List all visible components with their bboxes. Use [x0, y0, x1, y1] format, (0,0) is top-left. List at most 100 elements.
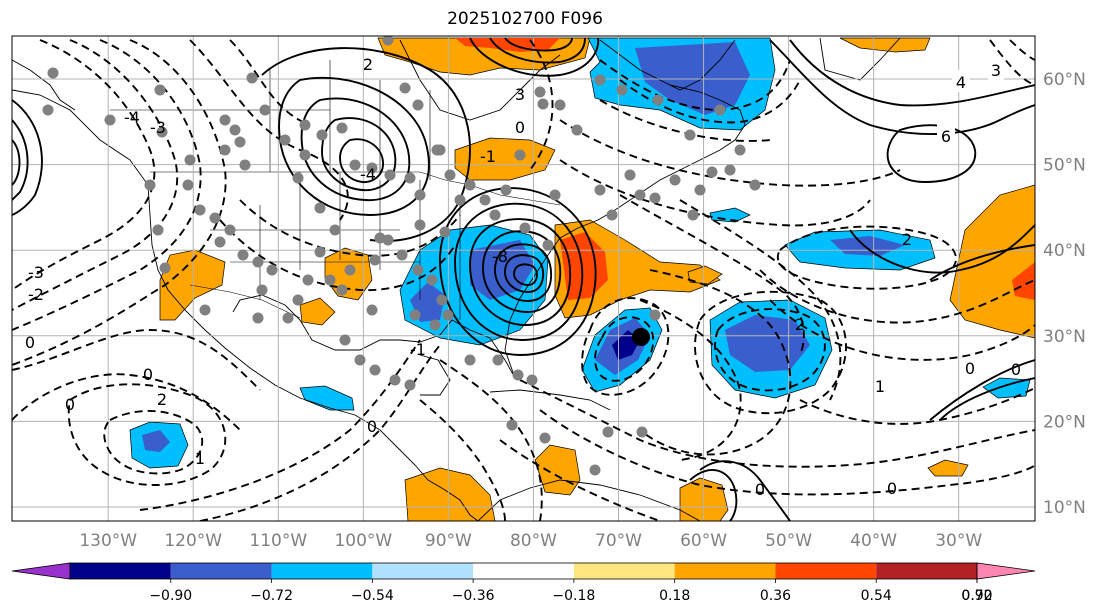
coastline-central-america — [427, 479, 479, 521]
station-dot — [299, 119, 311, 131]
contour-dashed-west-2 — [12, 39, 179, 311]
contour-label: -3 — [150, 118, 166, 137]
contour-solid-storm-6 — [504, 254, 545, 293]
station-dot — [454, 194, 466, 206]
contour-dashed-canada-2 — [229, 39, 311, 126]
station-dot — [404, 172, 416, 184]
latitude-label: 10°N — [1043, 498, 1086, 518]
station-dot — [259, 104, 271, 116]
contour-label: 0 — [65, 395, 75, 414]
station-dot — [156, 126, 168, 138]
latitude-label: 60°N — [1043, 70, 1086, 90]
orange-area-small-east — [927, 459, 969, 477]
longitude-label: 110°W — [249, 531, 307, 551]
station-dot — [602, 426, 614, 438]
station-dot — [336, 122, 348, 134]
station-dot — [209, 212, 221, 224]
station-dot — [314, 246, 326, 258]
storm-center-marker — [632, 328, 650, 346]
contour-label: -8 — [492, 247, 508, 266]
contour-dashed-south-2 — [539, 409, 1035, 496]
station-dot — [344, 264, 356, 276]
orange-area-south-america — [404, 467, 496, 521]
station-dot — [324, 274, 336, 286]
contour-label: 3 — [991, 61, 1001, 80]
coastlines — [12, 37, 901, 521]
latitude-label: 30°N — [1043, 327, 1086, 347]
contour-solid-west-low-1 — [12, 99, 43, 216]
station-dot — [749, 179, 761, 191]
contour-dashed-south-4 — [799, 387, 1035, 425]
contour-label: -4 — [360, 165, 376, 184]
contour-label: 0 — [755, 480, 765, 499]
contour-label: 3 — [515, 85, 525, 104]
station-dot — [492, 354, 504, 366]
contour-dashed-subtrop-3 — [694, 290, 847, 415]
contour-dashed-subtrop-2 — [594, 316, 655, 382]
contour-solid-storm-3 — [469, 218, 572, 326]
station-dot — [154, 84, 166, 96]
colorbar-tick-label: 0.72 — [961, 588, 992, 604]
station-dot — [299, 149, 311, 161]
weather-map: 6 4 3 3 2 2 2 2 1 1 0 0 0 0 0 0 0 0 0 -1… — [11, 35, 1086, 551]
latitude-label: 20°N — [1043, 412, 1086, 432]
contour-dashed-east-atl-1 — [776, 225, 957, 290]
colorbar-segment — [573, 563, 675, 579]
longitude-labels: 130°W 120°W 110°W 100°W 90°W 80°W 70°W 60°W 50°W… — [79, 531, 982, 551]
station-dot — [349, 159, 361, 171]
colorbar-segment — [775, 563, 877, 579]
station-dot — [374, 232, 386, 244]
station-dot — [429, 319, 441, 331]
contour-solid-hudson-1 — [469, 37, 600, 77]
station-dot — [687, 209, 699, 221]
colorbar-tick-label: 0.54 — [861, 588, 892, 604]
contour-label: 4 — [956, 73, 966, 92]
station-dot — [442, 309, 454, 321]
station-dot — [594, 74, 606, 86]
station-dot — [426, 274, 438, 286]
colorbar-tick-label: 0.36 — [760, 588, 791, 604]
blue-area-small-east — [982, 377, 1031, 399]
darkblue-area-pacific — [142, 430, 170, 452]
us-canada-border — [150, 171, 561, 206]
colorbar-segment — [271, 563, 373, 579]
latitude-label: 50°N — [1043, 156, 1086, 176]
coastline-labrador — [599, 39, 736, 91]
colorbar-segments — [11, 562, 1036, 580]
contour-label: 2 — [157, 390, 167, 409]
coastline-alaska — [12, 59, 76, 111]
contour-solid-storm-5 — [494, 243, 552, 302]
contour-label: 0 — [25, 333, 35, 352]
station-dot — [479, 194, 491, 206]
station-dot — [409, 309, 421, 321]
colorbar-tick-label: −0.90 — [149, 588, 192, 604]
station-dot — [526, 374, 538, 386]
station-markers — [42, 36, 761, 476]
colorbar-extend-low — [11, 562, 71, 580]
station-dot — [219, 144, 231, 156]
contour-label: 2 — [363, 55, 373, 74]
colorbar-tick-label: −0.36 — [452, 588, 495, 604]
station-dot — [199, 304, 211, 316]
station-dot — [42, 104, 54, 116]
longitude-label: 120°W — [164, 531, 222, 551]
colorbar-tick-label: −0.72 — [250, 588, 293, 604]
coastline-gulf — [232, 294, 516, 379]
coastline-cuba — [489, 389, 611, 411]
station-dot — [537, 98, 549, 110]
station-dot — [389, 374, 401, 386]
station-dot — [519, 222, 531, 234]
dashed-contour-lines — [12, 39, 1035, 521]
contour-solid-north-atlantic-2 — [789, 39, 1035, 107]
contour-dashed-caribbean-2 — [419, 399, 506, 521]
colorbar-tick-labels: −0.90 −0.72 −0.54 −0.36 −0.18 0.18 0.36 0.54 0.7… — [149, 579, 993, 604]
contour-solid-storm-7 — [513, 263, 538, 286]
station-dot — [152, 224, 164, 236]
longitude-label: 100°W — [334, 531, 392, 551]
station-dot — [500, 184, 512, 196]
contour-label: 1 — [195, 449, 205, 468]
station-dot — [431, 144, 443, 156]
station-dot — [539, 432, 551, 444]
colorbar-segment — [170, 563, 272, 579]
latitude-label: 40°N — [1043, 241, 1086, 261]
